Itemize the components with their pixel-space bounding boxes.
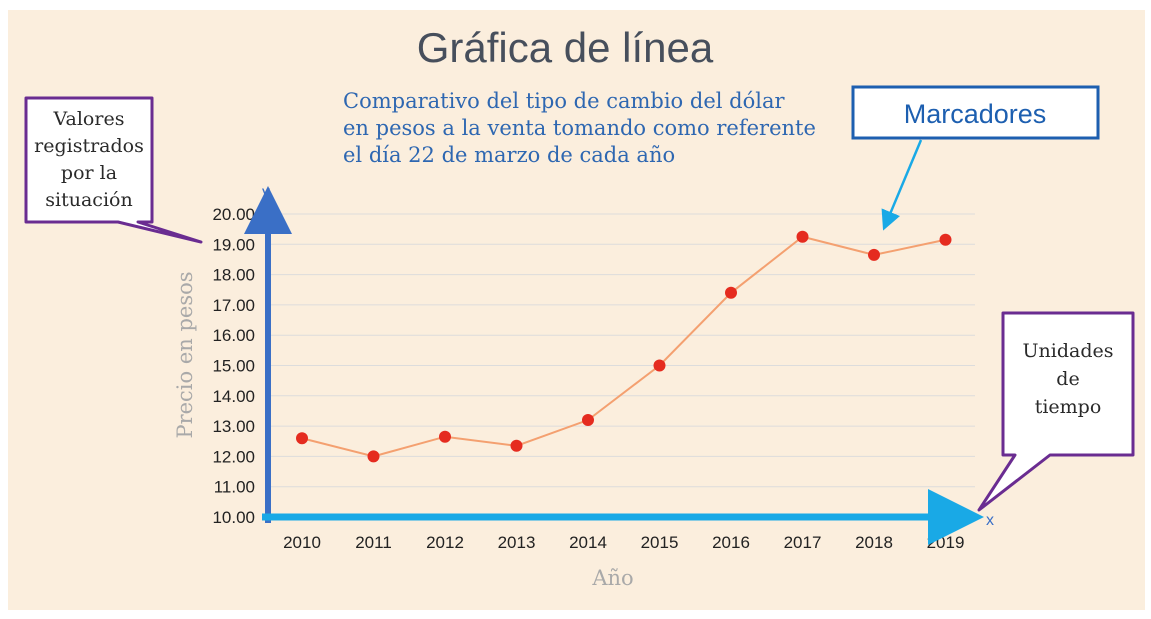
data-point xyxy=(367,450,380,463)
x-tick-label: 2013 xyxy=(498,533,536,552)
series-markers xyxy=(296,230,952,463)
chart-title-line: Comparativo del tipo de cambio del dólar xyxy=(343,89,785,113)
data-point xyxy=(868,248,880,261)
x-tick-label: 2017 xyxy=(784,533,822,552)
callout-time-units-box xyxy=(977,311,1135,512)
y-tick-label: 13.00 xyxy=(212,417,255,436)
callout-time-units-line: tiempo xyxy=(1035,396,1102,418)
markers-label: Marcadores xyxy=(904,99,1047,129)
series-line xyxy=(301,235,946,458)
y-tick-label: 20.00 xyxy=(212,205,255,224)
chart-title-line: el día 22 de marzo de cada año xyxy=(343,143,675,167)
y-tick-label: 18.00 xyxy=(212,266,255,285)
callout-values-line: Valores xyxy=(53,108,125,130)
callout-values: Valores registrados por la situación xyxy=(24,96,203,244)
data-point xyxy=(725,286,737,299)
page-heading: Gráfica de línea xyxy=(417,24,714,71)
markers-label-box xyxy=(851,85,1100,140)
data-point xyxy=(939,233,952,246)
y-tick-label: 17.00 xyxy=(212,296,255,315)
gridlines xyxy=(268,213,975,488)
x-tick-label: 2015 xyxy=(641,533,679,552)
y-tick-labels: 10.00 11.00 12.00 13.00 14.00 15.00 16.00 17.00… xyxy=(212,205,255,527)
x-tick-label: 2014 xyxy=(569,533,607,552)
y-tick-label: 19.00 xyxy=(212,235,255,254)
y-tick-label: 16.00 xyxy=(212,326,255,345)
y-tick-label: 15.00 xyxy=(212,357,255,376)
y-tick-label: 11.00 xyxy=(214,478,255,497)
x-tick-label: 2016 xyxy=(712,533,750,552)
x-tick-label: 2012 xyxy=(426,533,464,552)
x-tick-label: 2011 xyxy=(355,533,392,552)
x-axis-label: Año xyxy=(591,566,633,590)
callout-markers: Marcadores xyxy=(851,85,1100,231)
x-tick-label: 2019 xyxy=(927,533,965,552)
y-axis-label: Precio en pesos xyxy=(173,271,197,438)
callout-time-units-line: Unidades xyxy=(1023,340,1114,362)
data-point xyxy=(296,432,308,445)
y-axis-letter: y xyxy=(262,184,270,201)
callout-values-line: registrados xyxy=(34,135,144,157)
callout-time-units: Unidades de tiempo xyxy=(977,311,1135,512)
markers-pointer-arrow xyxy=(881,139,923,231)
callout-values-line: situación xyxy=(45,189,132,211)
data-point xyxy=(582,414,594,427)
data-point xyxy=(439,430,451,443)
data-point xyxy=(510,439,523,452)
data-point xyxy=(653,359,666,372)
y-tick-label: 10.00 xyxy=(212,508,255,527)
x-tick-label: 2010 xyxy=(283,533,321,552)
callout-values-box xyxy=(24,96,203,244)
y-tick-label: 12.00 xyxy=(212,447,255,466)
y-tick-label: 14.00 xyxy=(212,387,255,406)
chart-title-line: en pesos a la venta tomando como referen… xyxy=(343,116,816,140)
x-tick-label: 2018 xyxy=(855,533,893,552)
callout-values-line: por la xyxy=(61,162,117,184)
x-axis-letter: x xyxy=(986,512,994,529)
callout-time-units-line: de xyxy=(1056,368,1079,390)
chart-title: Comparativo del tipo de cambio del dólar… xyxy=(343,89,816,167)
data-point xyxy=(796,230,809,243)
